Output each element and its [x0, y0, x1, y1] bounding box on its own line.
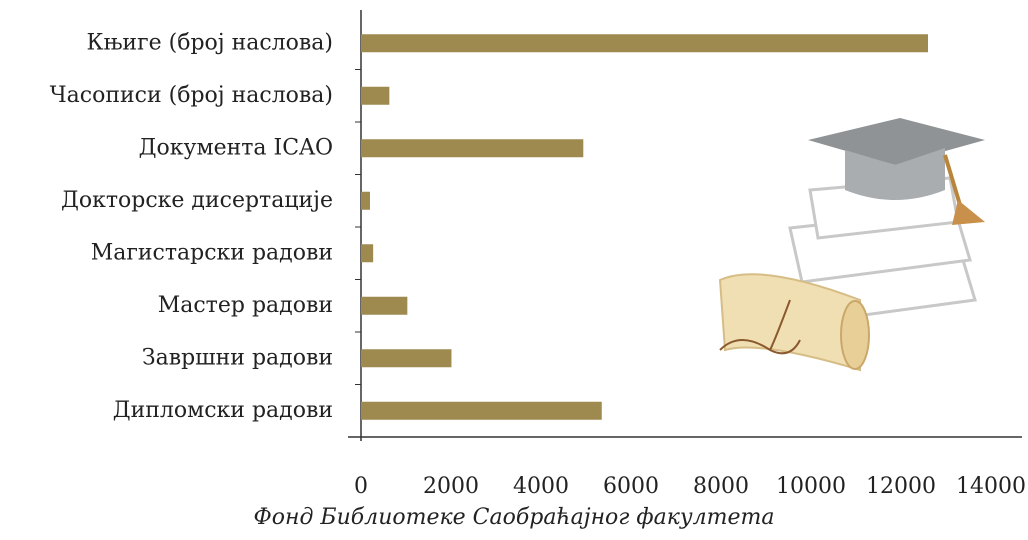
x-tick-label: 10000: [776, 474, 846, 499]
x-tick-label: 8000: [693, 474, 749, 499]
y-tick-label: Магистарски радови: [91, 240, 333, 265]
illustration: [718, 118, 985, 372]
chart-caption: Фонд Библиотеке Саобраћајног факултета: [253, 505, 774, 530]
bar: [361, 34, 928, 53]
x-tick-label: 6000: [603, 474, 659, 499]
y-tick-label: Часописи (број наслова): [50, 83, 333, 108]
x-tick-label: 14000: [956, 474, 1026, 499]
x-tick-label: 4000: [513, 474, 569, 499]
x-tick-label: 0: [354, 474, 368, 499]
y-tick-label: Докторске дисертације: [61, 188, 333, 213]
bar: [361, 401, 602, 420]
y-tick-label: Мастер радови: [158, 293, 333, 318]
bar: [361, 244, 374, 263]
bar: [361, 139, 584, 158]
bar: [361, 191, 370, 210]
bar: [361, 86, 390, 105]
y-tick-label: Дипломски радови: [113, 398, 333, 423]
y-tick-label: Завршни радови: [142, 345, 333, 370]
y-tick-label: Књиге (број наслова): [86, 30, 333, 55]
y-tick-label: Документа ICAO: [139, 135, 333, 160]
x-tick-label: 2000: [423, 474, 479, 499]
bar: [361, 349, 452, 368]
x-tick-label: 12000: [866, 474, 936, 499]
bar: [361, 296, 408, 315]
